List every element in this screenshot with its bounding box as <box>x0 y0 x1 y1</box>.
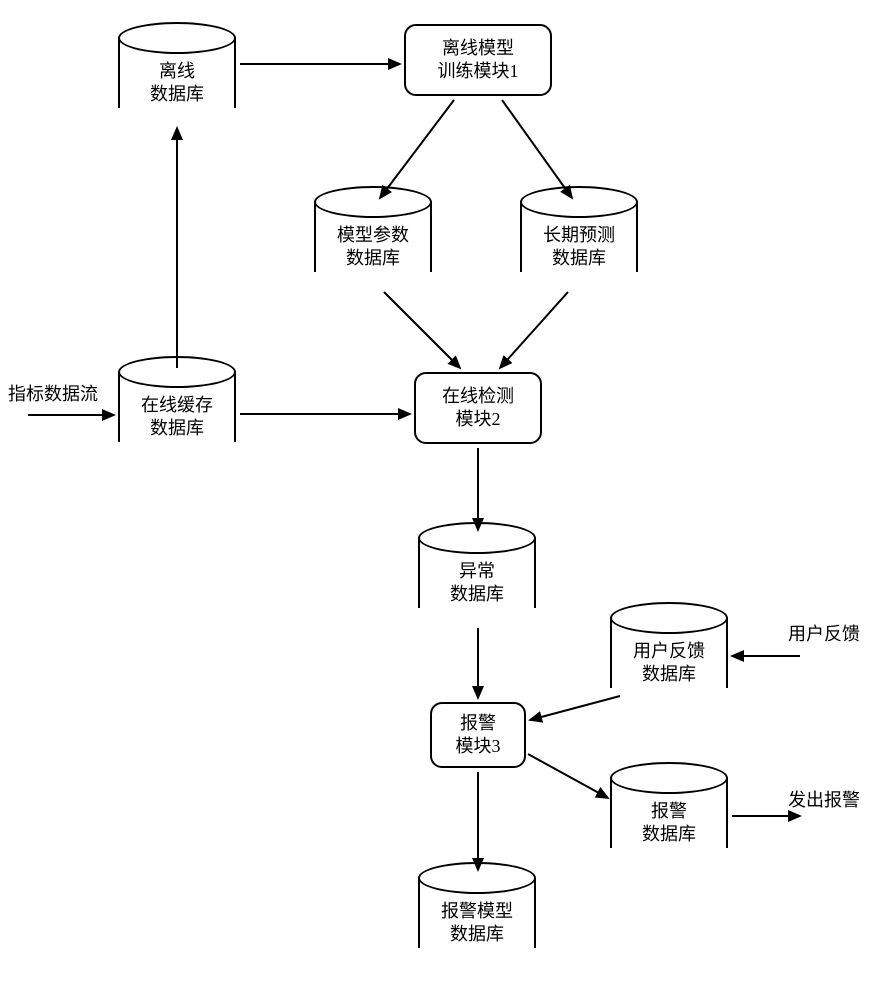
label: 在线缓存 <box>141 394 213 417</box>
label: 长期预测 <box>543 224 615 247</box>
db-anomaly: 异常 数据库 <box>418 538 536 608</box>
label: 数据库 <box>450 583 504 606</box>
edges <box>0 0 877 1000</box>
db-offline: 离线 数据库 <box>118 38 236 108</box>
edge-longterm_db-to-online_detect <box>500 292 568 368</box>
edge-offline_train-to-longterm_db <box>502 100 572 198</box>
label: 异常 <box>459 560 495 583</box>
label: 数据库 <box>450 923 504 946</box>
label: 模块3 <box>456 735 501 758</box>
label: 数据库 <box>346 247 400 270</box>
label: 报警模型 <box>441 900 513 923</box>
label-metric-stream: 指标数据流 <box>8 380 98 406</box>
label: 模块2 <box>456 408 501 431</box>
label: 模型参数 <box>337 224 409 247</box>
label: 离线模型 <box>442 37 514 60</box>
db-model-param: 模型参数 数据库 <box>314 202 432 272</box>
label: 在线检测 <box>442 385 514 408</box>
label: 报警 <box>460 712 496 735</box>
db-user-feedback: 用户反馈 数据库 <box>610 618 728 688</box>
label: 数据库 <box>642 823 696 846</box>
label: 报警 <box>651 800 687 823</box>
module-online-detect: 在线检测 模块2 <box>414 372 542 444</box>
edge-offline_train-to-model_param_db <box>380 100 454 198</box>
label: 训练模块1 <box>438 60 519 83</box>
label: 数据库 <box>150 417 204 440</box>
module-alarm: 报警 模块3 <box>430 702 526 768</box>
edge-alarm_module-to-alarm_db <box>528 754 608 798</box>
label: 数据库 <box>642 663 696 686</box>
module-offline-train: 离线模型 训练模块1 <box>404 24 552 96</box>
label-user-feedback: 用户反馈 <box>788 620 860 646</box>
label: 数据库 <box>150 83 204 106</box>
label-emit-alarm: 发出报警 <box>788 786 860 812</box>
label: 用户反馈 <box>633 640 705 663</box>
flowchart-canvas: 离线 数据库 离线模型 训练模块1 模型参数 数据库 长期预测 数据库 <box>0 0 877 1000</box>
db-alarm: 报警 数据库 <box>610 778 728 848</box>
db-alarm-model: 报警模型 数据库 <box>418 878 536 948</box>
db-online-cache: 在线缓存 数据库 <box>118 372 236 442</box>
label: 离线 <box>159 60 195 83</box>
db-longterm: 长期预测 数据库 <box>520 202 638 272</box>
label: 数据库 <box>552 247 606 270</box>
edge-user_fb_db-to-alarm_module <box>530 696 620 720</box>
edge-model_param_db-to-online_detect <box>384 292 460 368</box>
